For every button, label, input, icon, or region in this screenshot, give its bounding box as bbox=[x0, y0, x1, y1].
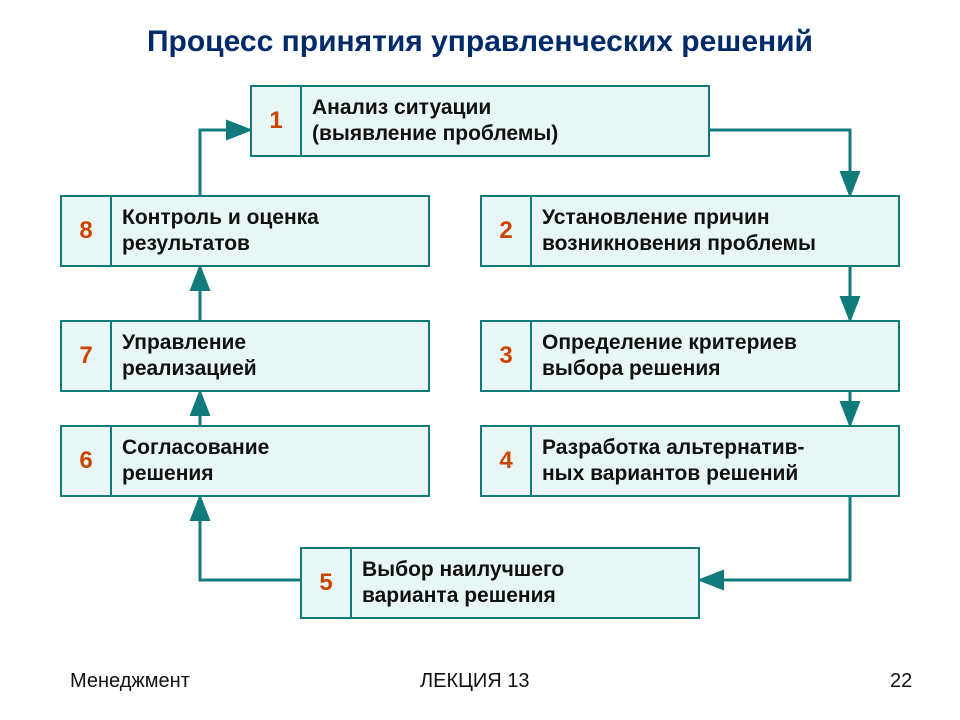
flow-node-8: 8Контроль и оценка результатов bbox=[60, 195, 430, 267]
edge-n1-n2 bbox=[710, 130, 850, 195]
flow-node-7: 7Управление реализацией bbox=[60, 320, 430, 392]
footer-center: ЛЕКЦИЯ 13 bbox=[420, 670, 530, 693]
flow-node-label: Определение критериев выбора решения bbox=[532, 322, 898, 390]
flow-node-label: Анализ ситуации (выявление проблемы) bbox=[302, 87, 708, 155]
flow-node-number: 1 bbox=[252, 87, 302, 155]
flow-node-label: Управление реализацией bbox=[112, 322, 428, 390]
flow-node-label: Согласование решения bbox=[112, 427, 428, 495]
flow-node-number: 7 bbox=[62, 322, 112, 390]
flow-node-1: 1Анализ ситуации (выявление проблемы) bbox=[250, 85, 710, 157]
flow-node-label: Выбор наилучшего варианта решения bbox=[352, 549, 698, 617]
edge-n5-n6 bbox=[200, 497, 300, 580]
flow-node-3: 3Определение критериев выбора решения bbox=[480, 320, 900, 392]
slide-title: Процесс принятия управленческих решений bbox=[0, 25, 960, 59]
flow-node-number: 5 bbox=[302, 549, 352, 617]
flow-node-label: Разработка альтернатив- ных вариантов ре… bbox=[532, 427, 898, 495]
flow-node-2: 2Установление причин возникновения пробл… bbox=[480, 195, 900, 267]
diagram-stage: { "title": { "text": "Процесс принятия у… bbox=[0, 0, 960, 720]
flow-node-4: 4Разработка альтернатив- ных вариантов р… bbox=[480, 425, 900, 497]
footer-right: 22 bbox=[890, 670, 912, 693]
flow-node-number: 8 bbox=[62, 197, 112, 265]
flow-node-label: Установление причин возникновения пробле… bbox=[532, 197, 898, 265]
flow-node-number: 3 bbox=[482, 322, 532, 390]
flow-node-6: 6Согласование решения bbox=[60, 425, 430, 497]
flow-node-5: 5Выбор наилучшего варианта решения bbox=[300, 547, 700, 619]
edge-n4-n5 bbox=[700, 497, 850, 580]
flow-node-number: 4 bbox=[482, 427, 532, 495]
edge-n8-n1 bbox=[200, 130, 250, 195]
footer-left: Менеджмент bbox=[70, 670, 190, 693]
flow-node-number: 6 bbox=[62, 427, 112, 495]
flow-node-number: 2 bbox=[482, 197, 532, 265]
flow-node-label: Контроль и оценка результатов bbox=[112, 197, 428, 265]
